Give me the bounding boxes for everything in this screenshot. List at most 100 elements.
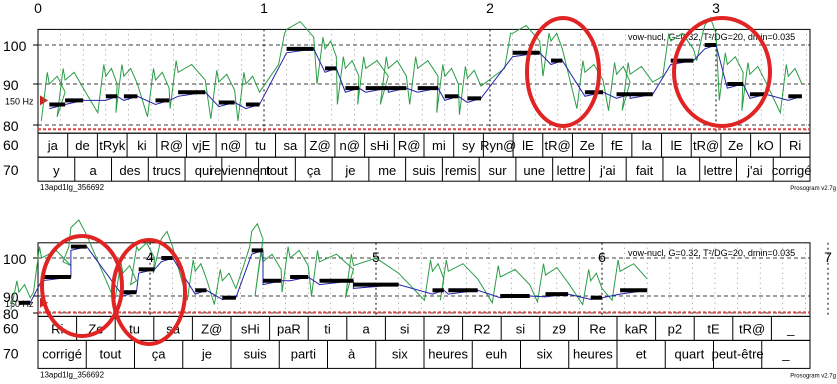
word-label: corrigé xyxy=(42,346,82,361)
syllable-label: tu xyxy=(129,321,140,336)
syllable-label: Ze xyxy=(728,138,743,153)
syllable-label: tR@ xyxy=(693,138,719,153)
syllable-label: de xyxy=(75,138,89,153)
syllable-label: n@ xyxy=(340,138,360,153)
syllable-label: paR xyxy=(277,321,301,336)
syllable-label: tu xyxy=(255,138,266,153)
word-label: me xyxy=(378,163,396,178)
y-tick-label: 80 xyxy=(3,118,19,134)
word-label: je xyxy=(201,346,212,361)
word-label: heures xyxy=(573,346,613,361)
syllable-label: tE xyxy=(707,321,720,336)
syllable-label: z9 xyxy=(552,321,566,336)
word-label: suis xyxy=(244,346,268,361)
syllable-label: lE xyxy=(671,138,683,153)
syllable-label: tR@ xyxy=(739,321,765,336)
word-label: ça xyxy=(307,163,322,178)
syllable-label: tRyk xyxy=(99,138,126,153)
time-tick-label: 3 xyxy=(712,0,720,16)
syllable-label: sy xyxy=(462,138,476,153)
syllable-label: la xyxy=(642,138,653,153)
syllable-label: Z@ xyxy=(310,138,331,153)
syllable-label: Ryn@ xyxy=(480,138,516,153)
syllable-label: si xyxy=(516,321,526,336)
syllable-label: sa xyxy=(284,138,299,153)
syllable-label: vjE xyxy=(192,138,210,153)
syllable-label: si xyxy=(400,321,410,336)
syllable-label: kaR xyxy=(625,321,648,336)
word-label: corrigé xyxy=(772,163,812,178)
syllable-label: mi xyxy=(432,138,446,153)
syllable-label: lE xyxy=(522,138,534,153)
y-tick-label: 100 xyxy=(3,251,27,267)
word-label: fait xyxy=(636,163,654,178)
time-tick-label: 2 xyxy=(486,0,494,16)
word-label: et xyxy=(636,346,647,361)
syllable-label: ja xyxy=(47,138,59,153)
syllable-label: kO xyxy=(757,138,774,153)
word-label: une xyxy=(523,163,545,178)
y-tick-label: 80 xyxy=(3,306,19,322)
word-label: heures xyxy=(428,346,468,361)
syllable-label: R@ xyxy=(160,138,183,153)
syllable-label: sHi xyxy=(241,321,260,336)
tier-label-70: 70 xyxy=(3,162,19,178)
syllable-label: _ xyxy=(786,321,795,336)
time-tick-label: 1 xyxy=(260,0,268,16)
syllable-label: p2 xyxy=(668,321,682,336)
time-tick-label: 6 xyxy=(598,249,606,265)
y-tick-label: 100 xyxy=(3,38,27,54)
time-tick-label: 7 xyxy=(824,249,832,265)
footer-filename: 13apd1lg_356692 xyxy=(40,183,105,192)
word-label: à xyxy=(348,346,356,361)
syllable-label: sHi xyxy=(370,138,389,153)
syllable-label: fE xyxy=(611,138,624,153)
time-tick-label: 5 xyxy=(372,249,380,265)
syllable-label: ki xyxy=(137,138,147,153)
highlight-circle xyxy=(40,234,124,338)
syllable-label: Ri xyxy=(51,321,63,336)
tier-label-60: 60 xyxy=(3,137,19,153)
word-label: six xyxy=(537,346,553,361)
tier-label-70: 70 xyxy=(3,345,19,361)
word-label: suis xyxy=(412,163,436,178)
word-label: quart xyxy=(675,346,705,361)
syllable-label: n@ xyxy=(221,138,241,153)
footer-version: Prosogram v2.7g xyxy=(790,373,836,379)
word-label: tout xyxy=(266,163,288,178)
highlight-circle xyxy=(672,16,772,128)
syllable-label: R2 xyxy=(474,321,491,336)
tier-label-60: 60 xyxy=(3,320,19,336)
highlight-circle xyxy=(111,238,187,346)
params-label: vow-nucl, G=0.32, T²/DG=20, dmin=0.035 xyxy=(628,32,795,42)
word-label: la xyxy=(676,163,687,178)
word-label: remis xyxy=(445,163,477,178)
footer-filename: 13apd1lg_356692 xyxy=(40,370,105,379)
word-label: a xyxy=(90,163,98,178)
word-label: euh xyxy=(486,346,508,361)
word-label: _ xyxy=(781,346,790,361)
word-label: tout xyxy=(100,346,122,361)
word-label: sur xyxy=(488,163,507,178)
word-label: y xyxy=(53,163,60,178)
syllable-label: Z@ xyxy=(201,321,222,336)
y-tick-label: 90 xyxy=(3,77,19,93)
time-tick-label: 4 xyxy=(146,249,154,265)
word-label: des xyxy=(119,163,140,178)
highlight-circle xyxy=(525,16,601,128)
word-label: qui xyxy=(195,163,212,178)
word-label: ça xyxy=(152,346,167,361)
word-label: trucs xyxy=(153,163,182,178)
word-label: parti xyxy=(291,346,316,361)
word-label: je xyxy=(344,163,355,178)
syllable-label: Re xyxy=(589,321,606,336)
syllable-label: R@ xyxy=(398,138,421,153)
syllable-label: z9 xyxy=(436,321,450,336)
hz-annotation: 150 Hz xyxy=(5,96,34,106)
syllable-label: Ri xyxy=(789,138,801,153)
syllable-label: a xyxy=(362,321,370,336)
syllable-label: Ze xyxy=(580,138,595,153)
word-label: reviennent xyxy=(210,163,271,178)
